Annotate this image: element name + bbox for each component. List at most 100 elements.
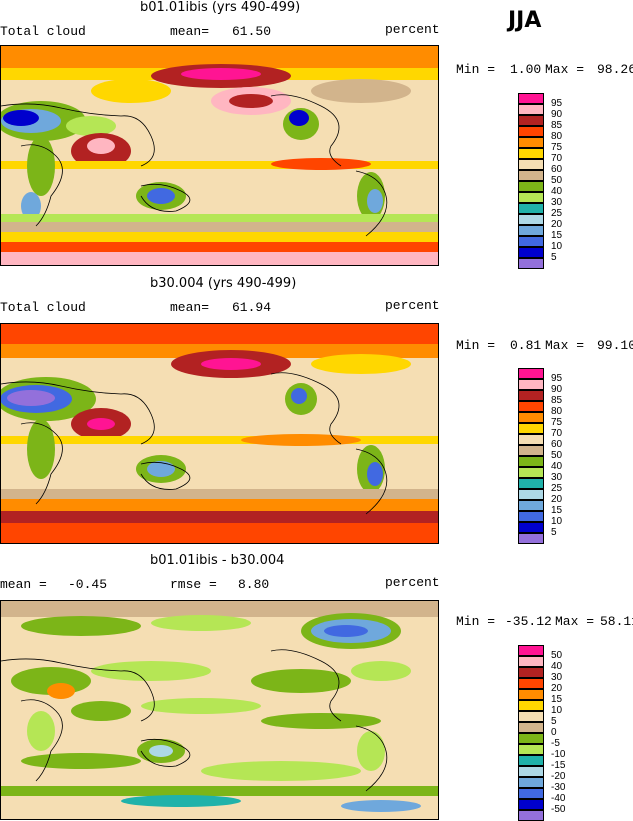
legend-label: 95 bbox=[551, 373, 563, 384]
legend-swatch bbox=[518, 533, 544, 544]
legend-swatch bbox=[518, 379, 544, 390]
legend-swatch bbox=[518, 522, 544, 533]
legend-swatch bbox=[518, 799, 544, 810]
panel2-mean-value: 61.94 bbox=[232, 300, 272, 315]
legend-label: 30 bbox=[551, 472, 563, 483]
panel1-units: percent bbox=[385, 22, 440, 37]
panel2-max-value: 99.10 bbox=[597, 338, 633, 353]
legend-swatch bbox=[518, 170, 544, 181]
legend-label: 15 bbox=[551, 505, 563, 516]
panel1-max-label: Max = bbox=[545, 62, 585, 77]
panel3-min-value: -35.12 bbox=[505, 614, 552, 629]
legend-swatch bbox=[518, 489, 544, 500]
legend-swatch bbox=[518, 247, 544, 258]
legend-label: 40 bbox=[551, 661, 563, 672]
legend-label: -30 bbox=[551, 782, 566, 793]
legend-label: 10 bbox=[551, 241, 563, 252]
panel1-max-value: 98.26 bbox=[597, 62, 633, 77]
legend-label: 50 bbox=[551, 450, 563, 461]
legend-swatch bbox=[518, 148, 544, 159]
legend-swatch bbox=[518, 744, 544, 755]
legend-swatch bbox=[518, 478, 544, 489]
legend-label: -20 bbox=[551, 771, 566, 782]
legend-swatch bbox=[518, 137, 544, 148]
panel3-rmse-value: 8.80 bbox=[238, 577, 270, 592]
legend-label: 90 bbox=[551, 384, 563, 395]
panel3-max-label: Max = bbox=[555, 614, 595, 629]
panel3-max-value: 58.11 bbox=[600, 614, 633, 629]
panel2-title: b30.004 (yrs 490-499) bbox=[150, 276, 297, 291]
legend-label: 60 bbox=[551, 164, 563, 175]
legend-label: 30 bbox=[551, 672, 563, 683]
panel1-title: b01.01ibis (yrs 490-499) bbox=[140, 0, 301, 15]
legend-label: 5 bbox=[551, 527, 557, 538]
legend-label: 75 bbox=[551, 142, 563, 153]
panel1-min-label: Min = bbox=[456, 62, 496, 77]
legend-swatch bbox=[518, 467, 544, 478]
legend-swatch bbox=[518, 788, 544, 799]
legend-label: 50 bbox=[551, 650, 563, 661]
legend-swatch bbox=[518, 656, 544, 667]
legend-swatch bbox=[518, 93, 544, 104]
legend-label: 90 bbox=[551, 109, 563, 120]
panel3-mean-value: -0.45 bbox=[68, 577, 108, 592]
panel2-mean-label: mean= bbox=[170, 300, 210, 315]
panel3-mean-label: mean = bbox=[0, 577, 47, 592]
legend-label: 50 bbox=[551, 175, 563, 186]
panel1-min-value: 1.00 bbox=[510, 62, 542, 77]
legend-swatch bbox=[518, 456, 544, 467]
legend-swatch bbox=[518, 412, 544, 423]
legend-swatch bbox=[518, 689, 544, 700]
legend-label: -40 bbox=[551, 793, 566, 804]
legend-label: -10 bbox=[551, 749, 566, 760]
legend-swatch bbox=[518, 368, 544, 379]
panel3-rmse-label: rmse = bbox=[170, 577, 217, 592]
legend-label: 85 bbox=[551, 395, 563, 406]
legend-label: 15 bbox=[551, 694, 563, 705]
legend-swatch bbox=[518, 810, 544, 821]
legend-label: 80 bbox=[551, 406, 563, 417]
legend-label: 5 bbox=[551, 252, 557, 263]
legend-swatch bbox=[518, 181, 544, 192]
panel1-mean-value: 61.50 bbox=[232, 24, 272, 39]
legend-swatch bbox=[518, 203, 544, 214]
legend-label: 75 bbox=[551, 417, 563, 428]
legend-label: 60 bbox=[551, 439, 563, 450]
legend-swatch bbox=[518, 159, 544, 170]
legend-swatch bbox=[518, 511, 544, 522]
legend-swatch bbox=[518, 258, 544, 269]
panel1-cloud-map bbox=[0, 45, 439, 266]
panel1-mean-label: mean= bbox=[170, 24, 210, 39]
legend-swatch bbox=[518, 192, 544, 203]
legend-swatch bbox=[518, 711, 544, 722]
legend-label: 15 bbox=[551, 230, 563, 241]
legend-swatch bbox=[518, 434, 544, 445]
legend-label: 80 bbox=[551, 131, 563, 142]
legend-label: 20 bbox=[551, 683, 563, 694]
season-label: JJA bbox=[508, 8, 542, 33]
legend-swatch bbox=[518, 700, 544, 711]
panel3-title: b01.01ibis - b30.004 bbox=[150, 553, 285, 568]
legend-swatch bbox=[518, 766, 544, 777]
legend-swatch bbox=[518, 390, 544, 401]
panel2-cloud-map bbox=[0, 323, 439, 544]
legend-label: 85 bbox=[551, 120, 563, 131]
legend-swatch bbox=[518, 126, 544, 137]
legend-swatch bbox=[518, 214, 544, 225]
legend-swatch bbox=[518, 225, 544, 236]
panel1-field-label: Total cloud bbox=[0, 24, 86, 39]
panel2-min-value: 0.81 bbox=[510, 338, 542, 353]
legend-label: 20 bbox=[551, 219, 563, 230]
panel2-min-label: Min = bbox=[456, 338, 496, 353]
panel2-max-label: Max = bbox=[545, 338, 585, 353]
panel3-units: percent bbox=[385, 575, 440, 590]
legend-label: 70 bbox=[551, 428, 563, 439]
legend-label: 40 bbox=[551, 461, 563, 472]
legend-swatch bbox=[518, 236, 544, 247]
legend-label: 5 bbox=[551, 716, 557, 727]
legend-swatch bbox=[518, 645, 544, 656]
legend-swatch bbox=[518, 755, 544, 766]
panel2-units: percent bbox=[385, 298, 440, 313]
legend-swatch bbox=[518, 777, 544, 788]
legend-label: -5 bbox=[551, 738, 560, 749]
